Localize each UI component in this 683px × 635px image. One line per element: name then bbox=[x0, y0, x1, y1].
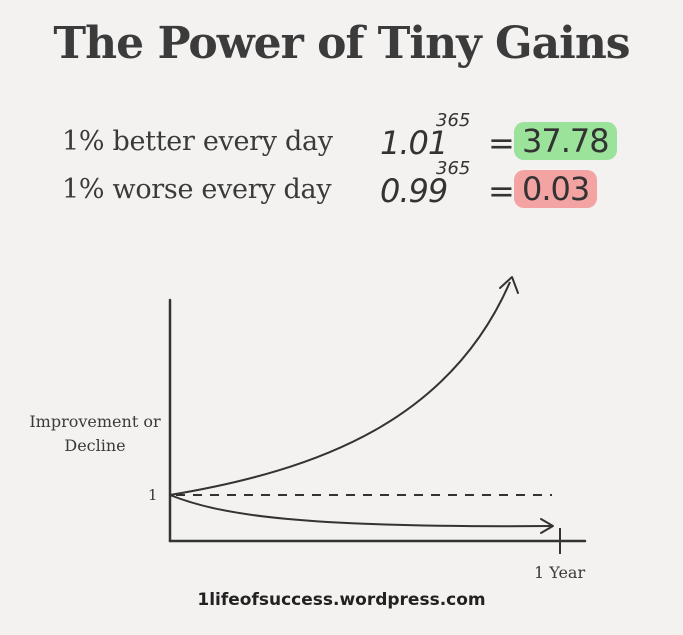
equation-exponent: 365 bbox=[436, 110, 471, 131]
improvement-curve bbox=[169, 281, 511, 496]
equation-base: 1.01 bbox=[380, 124, 448, 162]
equation-base: 0.99 bbox=[380, 172, 448, 210]
page-title: The Power of Tiny Gains bbox=[53, 18, 630, 69]
equation-exponent: 365 bbox=[436, 158, 471, 179]
y-axis-label: Improvement or Decline bbox=[29, 412, 161, 455]
decline-arrowhead bbox=[540, 518, 554, 534]
decline-curve bbox=[169, 494, 553, 528]
x-tick-label: 1 Year bbox=[534, 563, 586, 582]
result-badge-better: 37.78 bbox=[514, 122, 617, 160]
equation-row-better: 1% better every day 1.01 365 = 37.78 bbox=[0, 110, 683, 168]
equation-row-worse: 1% worse every day 0.99 365 = 0.03 bbox=[0, 158, 683, 216]
improvement-arrowhead bbox=[499, 276, 519, 294]
equals-sign: = bbox=[488, 172, 515, 210]
y-tick-label: 1 bbox=[148, 486, 158, 504]
equation-label: 1% better every day bbox=[62, 126, 333, 157]
equation-label: 1% worse every day bbox=[62, 174, 332, 205]
result-badge-worse: 0.03 bbox=[514, 170, 598, 208]
source-credit: 1lifeofsuccess.wordpress.com bbox=[197, 590, 486, 610]
equals-sign: = bbox=[488, 124, 515, 162]
